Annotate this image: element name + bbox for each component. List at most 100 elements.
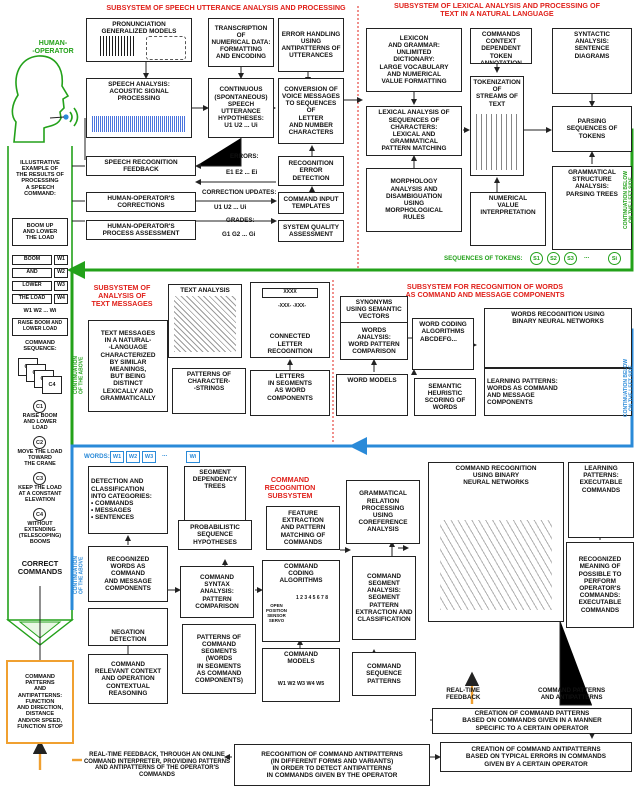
word-sequence: W1 W2 ... Wi	[23, 308, 57, 314]
continuation-below-note-words: CONTINUATION BELOW ON THE LEFT SIDE	[623, 359, 635, 417]
voice-to-characters-conversion: CONVERSION OF VOICE MESSAGES TO SEQUENCE…	[278, 78, 344, 144]
word-wi: Wi	[186, 451, 200, 463]
operator-corrections: HUMAN-OPERATOR'S CORRECTIONS	[86, 192, 196, 212]
command-models: COMMAND MODELS	[262, 648, 340, 702]
token-s2: S2	[547, 252, 560, 265]
grammatical-parsing-trees: GRAMMATICAL STRUCTURE ANALYSIS: PARSING …	[552, 166, 632, 250]
negation-detection: NEGATION DETECTION	[88, 608, 168, 646]
lexical-pattern-matching: LEXICAL ANALYSIS OF SEQUENCES OF CHARACT…	[366, 106, 462, 156]
online-feedback-note: REAL-TIME FEEDBACK, THROUGH AN ONLINE CO…	[83, 752, 231, 778]
generalized-model-network-icon	[146, 36, 186, 60]
command-model-words: W1 W2 W3 W4 W5	[277, 681, 325, 687]
creation-of-command-antipatterns: CREATION OF COMMAND ANTIPATTERNS BASED O…	[440, 742, 632, 772]
words-label: WORDS:	[84, 453, 110, 460]
correct-commands-label: CORRECT COMMANDS	[17, 559, 63, 577]
word-boom: BOOM	[12, 255, 52, 265]
token-w1: W1	[54, 255, 68, 265]
command-segment-analysis: COMMAND SEGMENT ANALYSIS: SEGMENT PATTER…	[352, 556, 416, 640]
command-c4-stack: C4	[42, 376, 62, 394]
realtime-feedback-label: REAL-TIME FEEDBACK	[446, 687, 481, 701]
command-c1-circle: C1	[33, 400, 46, 413]
text-analysis: TEXT ANALYSIS	[168, 284, 242, 358]
command-coding-open-position: OPEN POSITION SENSOR SERVO	[266, 603, 287, 623]
recognized-words-components: RECOGNIZED WORDS AS COMMAND AND MESSAGE …	[88, 546, 168, 602]
command-syntax-analysis: COMMAND SYNTAX ANALYSIS: PATTERN COMPARI…	[180, 566, 254, 618]
patterns-antipatterns-label: COMMAND PATTERNS AND ANTIPATTERNS	[538, 687, 606, 701]
grades-values: G1 G2 ... Gi	[222, 231, 256, 238]
word-dots: ...	[162, 451, 168, 458]
word-coding-algorithms: WORD CODING ALGORITHMS	[412, 318, 474, 370]
xxx-nodes: -XXX- -XXX-	[277, 303, 307, 309]
word-learning-patterns: LEARNING PATTERNS: WORDS AS COMMAND AND …	[484, 368, 632, 416]
command-sequence-label: COMMAND SEQUENCE:	[23, 340, 57, 353]
command-c2-circle: C2	[33, 436, 46, 449]
word-coding-sample: ABCDEFG...	[420, 336, 457, 343]
command-c4-circle: C4	[33, 508, 46, 521]
correction-updates-label: CORRECTION UPDATES:	[202, 189, 277, 196]
lexicon-and-grammar: LEXICON AND GRAMMAR: UNLIMITED DICTIONAR…	[366, 28, 462, 92]
semantic-heuristic-scoring: SEMANTIC HEURISTIC SCORING OF WORDS	[414, 378, 476, 416]
token-s3: S3	[564, 252, 577, 265]
category-detection-classification: DETECTION AND CLASSIFICATION INTO CATEGO…	[88, 466, 168, 534]
character-string-patterns: PATTERNS OF CHARACTER- -STRINGS	[172, 368, 246, 414]
grammatical-relation-processing: GRAMMATICAL RELATION PROCESSING USING CO…	[346, 480, 420, 544]
acoustic-waveform-icon	[92, 116, 186, 132]
word-models: WORD MODELS	[336, 374, 408, 416]
speech-recognition-feedback: SPEECH RECOGNITION FEEDBACK	[86, 156, 196, 176]
token-w4: W4	[54, 294, 68, 304]
creation-of-command-patterns: CREATION OF COMMAND PATTERNS BASED ON CO…	[432, 708, 632, 734]
letters-in-segments: LETTERS IN SEGMENTS AS WORD COMPONENTS	[250, 370, 330, 416]
illustrative-example-label: ILLUSTRATIVE EXAMPLE OF THE RESULTS OF P…	[16, 160, 64, 197]
system-quality-assessment: SYSTEM QUALITY ASSESSMENT	[278, 220, 344, 242]
probabilistic-sequence-hypotheses: PROBABILISTIC SEQUENCE HYPOTHESES	[178, 520, 252, 550]
feature-extraction-matching: FEATURE EXTRACTION AND PATTERN MATCHING …	[266, 506, 340, 550]
word-and: AND	[12, 268, 52, 278]
command-segment-patterns: PATTERNS OF COMMAND SEGMENTS (WORDS IN S…	[182, 624, 256, 694]
words-subsystem-title: SUBSYSTEM FOR RECOGNITION OF WORDS AS CO…	[405, 282, 565, 299]
command-c1-text: RAISE BOOM AND LOWER LOAD	[22, 413, 58, 431]
command-network-icon	[440, 520, 552, 610]
lexical-subsystem-title: SUBSYSTEM OF LEXICAL ANALYSIS AND PROCES…	[394, 1, 600, 18]
word-pattern-comparison: WORDS ANALYSIS: WORD PATTERN COMPARISON	[340, 322, 408, 360]
token-dots: ...	[584, 253, 590, 260]
raise-boom-command: RAISE BOOM AND LOWER LOAD	[12, 318, 68, 336]
errors-label: ERRORS:	[230, 153, 259, 160]
token-parsing: PARSING SEQUENCES OF TOKENS	[552, 106, 632, 152]
command-binary-neural-networks: COMMAND RECOGNITION USING BINARY NEURAL …	[428, 462, 564, 622]
token-si: Si	[608, 252, 621, 265]
natural-language-text-messages: TEXT MESSAGES IN A NATURAL- -LANGUAGE CH…	[88, 320, 168, 412]
text-subsystem-title: SUBSYSTEM OF ANALYSIS OF TEXT MESSAGES	[91, 283, 153, 308]
errors-values: E1 E2 ... Ei	[226, 169, 258, 176]
command-c3-text: KEEP THE LOAD AT A CONSTANT ELEVATION	[18, 485, 62, 503]
continuation-above-note-command: CONTINUATION OF THE ABOVE	[73, 556, 85, 594]
command-c2-text: MOVE THE LOAD TOWARD THE CRANE	[17, 449, 63, 467]
command-patterns-antipatterns: COMMAND PATTERNS AND ANTIPATTERNS: FUNCT…	[6, 660, 74, 744]
command-subsystem-title: COMMAND RECOGNITION SUBSYSTEM	[264, 475, 316, 500]
tokenization-graph-icon	[476, 114, 518, 170]
syntactic-sentence-diagrams: SYNTACTIC ANALYSIS: SENTENCE DIAGRAMS	[552, 28, 632, 94]
command-sequence-patterns: COMMAND SEQUENCE PATTERNS	[352, 652, 416, 696]
command-input-templates: COMMAND INPUT TEMPLATES	[278, 192, 344, 214]
segment-dependency-trees: SEGMENT DEPENDENCY TREES	[184, 466, 246, 522]
word-w1: W1	[110, 451, 124, 463]
error-handling-antipatterns: ERROR HANDLING USING ANTIPATTERNS OF UTT…	[278, 18, 344, 72]
numerical-value-interpretation: NUMERICAL VALUE INTERPRETATION	[470, 192, 546, 246]
operator-head-icon	[11, 55, 79, 143]
recognition-of-command-antipatterns: RECOGNITION OF COMMAND ANTIPATTERNS (IN …	[234, 744, 430, 786]
speech-subsystem-title: SUBSYSTEM OF SPEECH UTTERANCE ANALYSIS A…	[106, 3, 346, 12]
command-c4-text: WITHOUT EXTENDING (TELESCOPING) BOOMS	[18, 521, 62, 545]
correction-updates-values: U1 U2 ... Ui	[214, 204, 247, 211]
command-c3-circle: C3	[33, 472, 46, 485]
sequences-of-tokens-label: SEQUENCES OF TOKENS:	[444, 255, 523, 262]
pronunciation-waveform-icon	[100, 36, 136, 56]
continuation-above-note-text: CONTINUATION OF THE ABOVE	[73, 356, 85, 394]
xxxx-node: XXXX	[262, 288, 318, 298]
text-analysis-network-icon	[174, 296, 236, 352]
command-coding-digits: 1 2 3 4 5 6 7 8	[296, 595, 328, 601]
microphone-icon	[63, 114, 69, 120]
continuous-speech-hypotheses: CONTINUOUS (SPONTANEOUS) SPEECH UTTERANC…	[208, 78, 274, 138]
word-lower: LOWER	[12, 281, 52, 291]
token-w2: W2	[54, 268, 68, 278]
token-w3: W3	[54, 281, 68, 291]
